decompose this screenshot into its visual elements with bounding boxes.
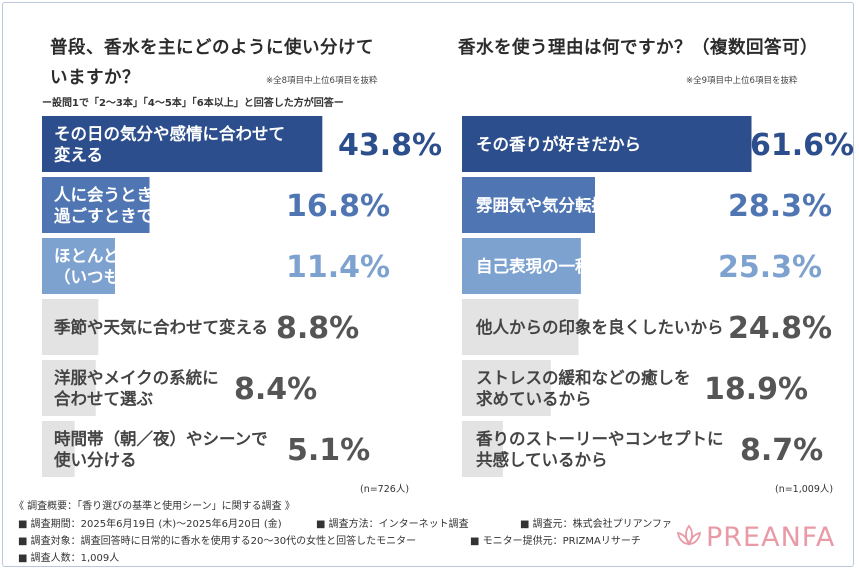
right-value-label: 8.7% (740, 433, 823, 468)
left-title-line1: 普段、香水を主にどのように使い分けて (50, 38, 374, 58)
left-value-label: 8.4% (234, 372, 317, 407)
left-bar-label: 過ごすときで変える (54, 206, 202, 226)
left-subnote: ー設問1で「2〜3本」「4〜5本」「6本以上」と回答した方が回答ー (42, 98, 344, 109)
left-bar-label: ほとんど使い分けていない (54, 246, 252, 266)
right-bar-label: 雰囲気や気分転換をしたいから (476, 195, 707, 215)
right-value-label: 61.6% (750, 128, 854, 163)
left-value-label: 8.8% (276, 311, 359, 346)
left-bar (42, 360, 96, 416)
right-value-label: 24.8% (728, 311, 832, 346)
left-value-label: 5.1% (287, 433, 370, 468)
right-bar-chart: その香りが好きだから 61.6% 雰囲気や気分転換をしたいから 28.3% 自己表現の一… (462, 116, 854, 477)
left-value-label: 43.8% (338, 128, 442, 163)
left-title-line2: いますか？ (50, 68, 140, 88)
left-bar (42, 421, 75, 477)
right-bar-row: 自己表現の一種だと思うから 25.3% (462, 238, 822, 294)
right-bar (462, 177, 596, 233)
left-bar-label: 洋服やメイクの系統に (54, 368, 219, 388)
left-value-label: 16.8% (286, 189, 390, 224)
right-bar (462, 421, 503, 477)
right-bar-label: 他人からの印象を良くしたいから (475, 317, 724, 337)
right-note: ※全9項目中上位6項目を抜粋 (686, 76, 798, 86)
right-value-label: 28.3% (728, 189, 832, 224)
right-bar-label: 求めているから (476, 389, 592, 409)
footer-provider: ■ モニター提供元：PRIZMAリサーチ (470, 536, 641, 547)
left-bar-label: （いつも同じ香り） (54, 267, 203, 287)
footer-source: ■ 調査元：株式会社プリアンファ (520, 519, 672, 530)
right-bar (462, 238, 581, 294)
left-bar-label: 変える (54, 145, 103, 165)
left-bar-label: 時間帯（朝／夜）やシーンで (54, 429, 268, 449)
lotus-icon (676, 524, 702, 546)
right-bar-label: 共感しているから (476, 450, 608, 470)
right-bar-label: 自己表現の一種だと思うから (476, 256, 691, 276)
left-note: ※全8項目中上位6項目を抜粋 (266, 76, 378, 86)
left-bar (42, 116, 323, 172)
left-bar-label: 合わせて選ぶ (54, 389, 154, 409)
left-bar-label: その日の気分や感情に合わせて (54, 124, 285, 144)
right-bar-row: その香りが好きだから 61.6% (462, 116, 854, 172)
logo-text: PREANFA (706, 522, 836, 553)
footer-period: ■ 調査期間：2025年6月19日 (木)〜2025年6月20日 (金) (18, 519, 282, 530)
right-bar (462, 299, 579, 355)
left-bar-row: 季節や天気に合わせて変える 8.8% (42, 299, 359, 355)
outer-frame (2, 2, 854, 567)
right-bar (462, 116, 752, 172)
left-bar-row: ほとんど使い分けていない（いつも同じ香り） 11.4% (42, 238, 390, 294)
right-bar-row: 他人からの印象を良くしたいから 24.8% (462, 299, 832, 355)
footer-overview: 《 調査概要：「香り選びの基準と使用シーン」に関する調査 》 (14, 501, 295, 512)
left-bar (42, 238, 115, 294)
right-value-label: 25.3% (718, 250, 822, 285)
brand-logo: PREANFA (672, 520, 852, 556)
right-value-label: 18.9% (704, 372, 808, 407)
left-value-label: 11.4% (286, 250, 390, 285)
left-bar-label: 人に会うときと、ひとりで (54, 185, 251, 205)
left-bar (42, 299, 99, 355)
left-n-label: (n=726人) (360, 484, 410, 495)
right-bar (462, 360, 551, 416)
right-bar-row: 雰囲気や気分転換をしたいから 28.3% (462, 177, 832, 233)
right-bar-label: ストレスの緩和などの癒しを (476, 368, 691, 388)
left-bar (42, 177, 150, 233)
left-bar-label: 季節や天気に合わせて変える (54, 317, 268, 337)
right-n-label: (n=1,009人) (775, 484, 834, 495)
right-bar-label: 香りのストーリーやコンセプトに (476, 429, 724, 449)
footer-count: ■ 調査人数：1,009人 (18, 553, 120, 564)
right-bar-label: その香りが好きだから (476, 134, 641, 154)
footer-target: ■ 調査対象：調査回答時に日常的に香水を使用する20〜30代の女性と回答したモニ… (18, 536, 417, 547)
left-bar-label: 使い分ける (53, 450, 137, 470)
footer-method: ■ 調査方法：インターネット調査 (316, 519, 469, 530)
right-title: 香水を使う理由は何ですか？（複数回答可） (458, 38, 818, 58)
